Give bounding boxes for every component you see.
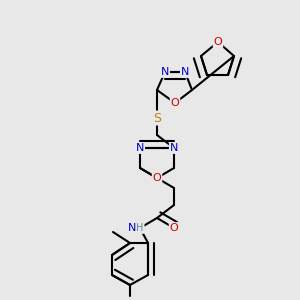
Text: O: O xyxy=(153,173,161,183)
Text: N: N xyxy=(170,143,178,153)
Text: O: O xyxy=(171,98,179,108)
Text: N: N xyxy=(181,67,189,77)
Text: H: H xyxy=(136,223,144,233)
Text: N: N xyxy=(161,67,169,77)
Text: O: O xyxy=(214,37,222,47)
Text: N: N xyxy=(128,223,136,233)
Text: S: S xyxy=(153,112,161,124)
Text: O: O xyxy=(169,223,178,233)
Text: N: N xyxy=(136,143,144,153)
